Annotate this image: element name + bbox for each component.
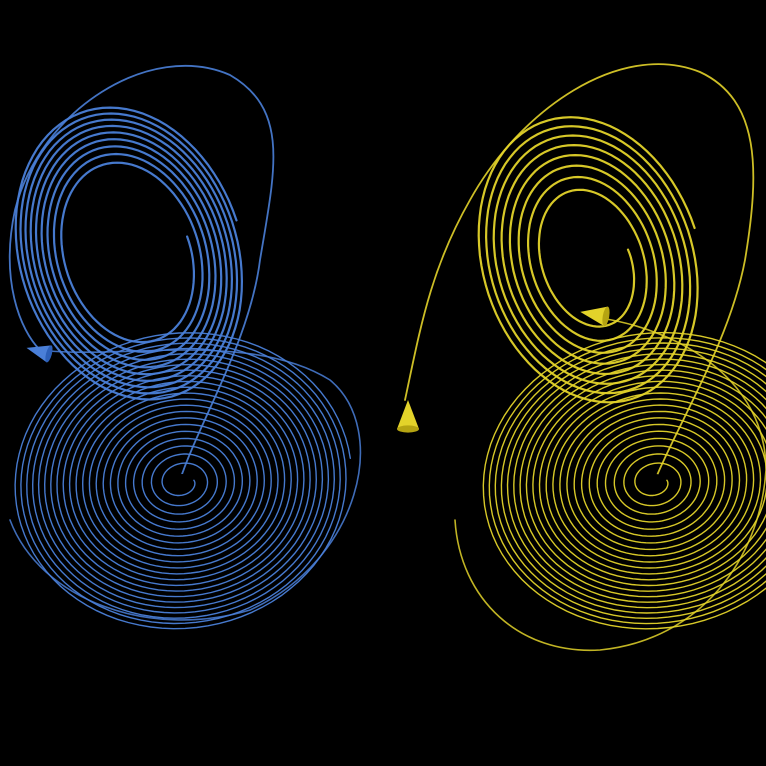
cone-icon [397, 400, 419, 433]
yellow-tail-arc [454, 317, 766, 652]
yellow-trajectory [397, 63, 766, 652]
blue-lower-spiral [14, 332, 351, 630]
blue-tail-arc [9, 349, 362, 621]
blue-spiral-center [171, 474, 193, 490]
yellow-outer-arc [404, 63, 755, 481]
blue-upper-loops [14, 106, 244, 401]
yellow-spiral-center [644, 474, 666, 490]
yellow-upper-loops [477, 116, 699, 404]
blue-outer-arc [8, 65, 275, 481]
cone-icon [580, 306, 610, 327]
cone-icon [26, 345, 53, 363]
yellow-lower-spiral [482, 331, 766, 630]
blue-trajectory [8, 65, 362, 630]
